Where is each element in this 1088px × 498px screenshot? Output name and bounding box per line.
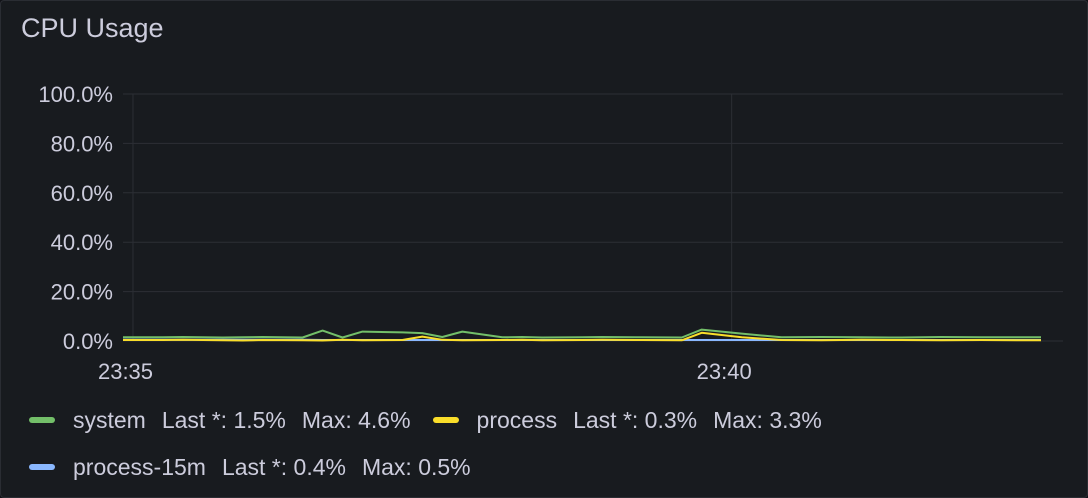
legend-swatch-process-15m	[29, 464, 55, 470]
legend-row-1: system Last *: 1.5% Max: 4.6% process La…	[29, 401, 1069, 439]
legend: system Last *: 1.5% Max: 4.6% process La…	[29, 401, 1069, 495]
legend-row-2: process-15m Last *: 0.4% Max: 0.5%	[29, 448, 1069, 486]
legend-item-process[interactable]: process Last *: 0.3% Max: 3.3%	[432, 406, 822, 434]
series-line-process	[123, 331, 1041, 342]
legend-max-system: Max: 4.6%	[301, 406, 411, 433]
x-tick-label: 23:35	[98, 359, 153, 384]
panel-title[interactable]: CPU Usage	[21, 13, 164, 43]
x-tick-label: 23:40	[697, 359, 752, 384]
legend-label-system: system	[73, 406, 146, 433]
legend-last-process: Last *: 0.3%	[573, 406, 698, 433]
chart-grid	[123, 93, 1063, 342]
legend-label-process: process	[476, 406, 558, 433]
y-tick-label: 100.0%	[38, 82, 113, 107]
legend-swatch-system	[29, 417, 55, 423]
legend-max-process: Max: 3.3%	[713, 406, 822, 433]
legend-swatch-process	[432, 417, 459, 423]
cpu-usage-chart: 100.0% 80.0% 60.0% 40.0% 20.0% 0.0% 23:35 23:4…	[38, 82, 1063, 384]
legend-max-process-15m: Max: 0.5%	[361, 453, 471, 480]
y-axis-ticks: 100.0% 80.0% 60.0% 40.0% 20.0% 0.0%	[38, 82, 113, 354]
legend-item-process-15m[interactable]: process-15m Last *: 0.4% Max: 0.5%	[29, 454, 471, 481]
x-axis-ticks: 23:35 23:40	[98, 359, 752, 384]
y-tick-label: 0.0%	[63, 329, 113, 354]
y-tick-label: 40.0%	[51, 230, 113, 255]
legend-item-system[interactable]: system Last *: 1.5% Max: 4.6%	[29, 407, 411, 434]
legend-last-process-15m: Last *: 0.4%	[221, 453, 346, 480]
series-line-system	[123, 328, 1041, 339]
y-tick-label: 20.0%	[51, 280, 113, 305]
chart-series	[123, 328, 1041, 342]
legend-last-system: Last *: 1.5%	[161, 406, 286, 433]
y-tick-label: 80.0%	[51, 131, 113, 156]
legend-label-process-15m: process-15m	[73, 453, 206, 480]
y-tick-label: 60.0%	[51, 181, 113, 206]
